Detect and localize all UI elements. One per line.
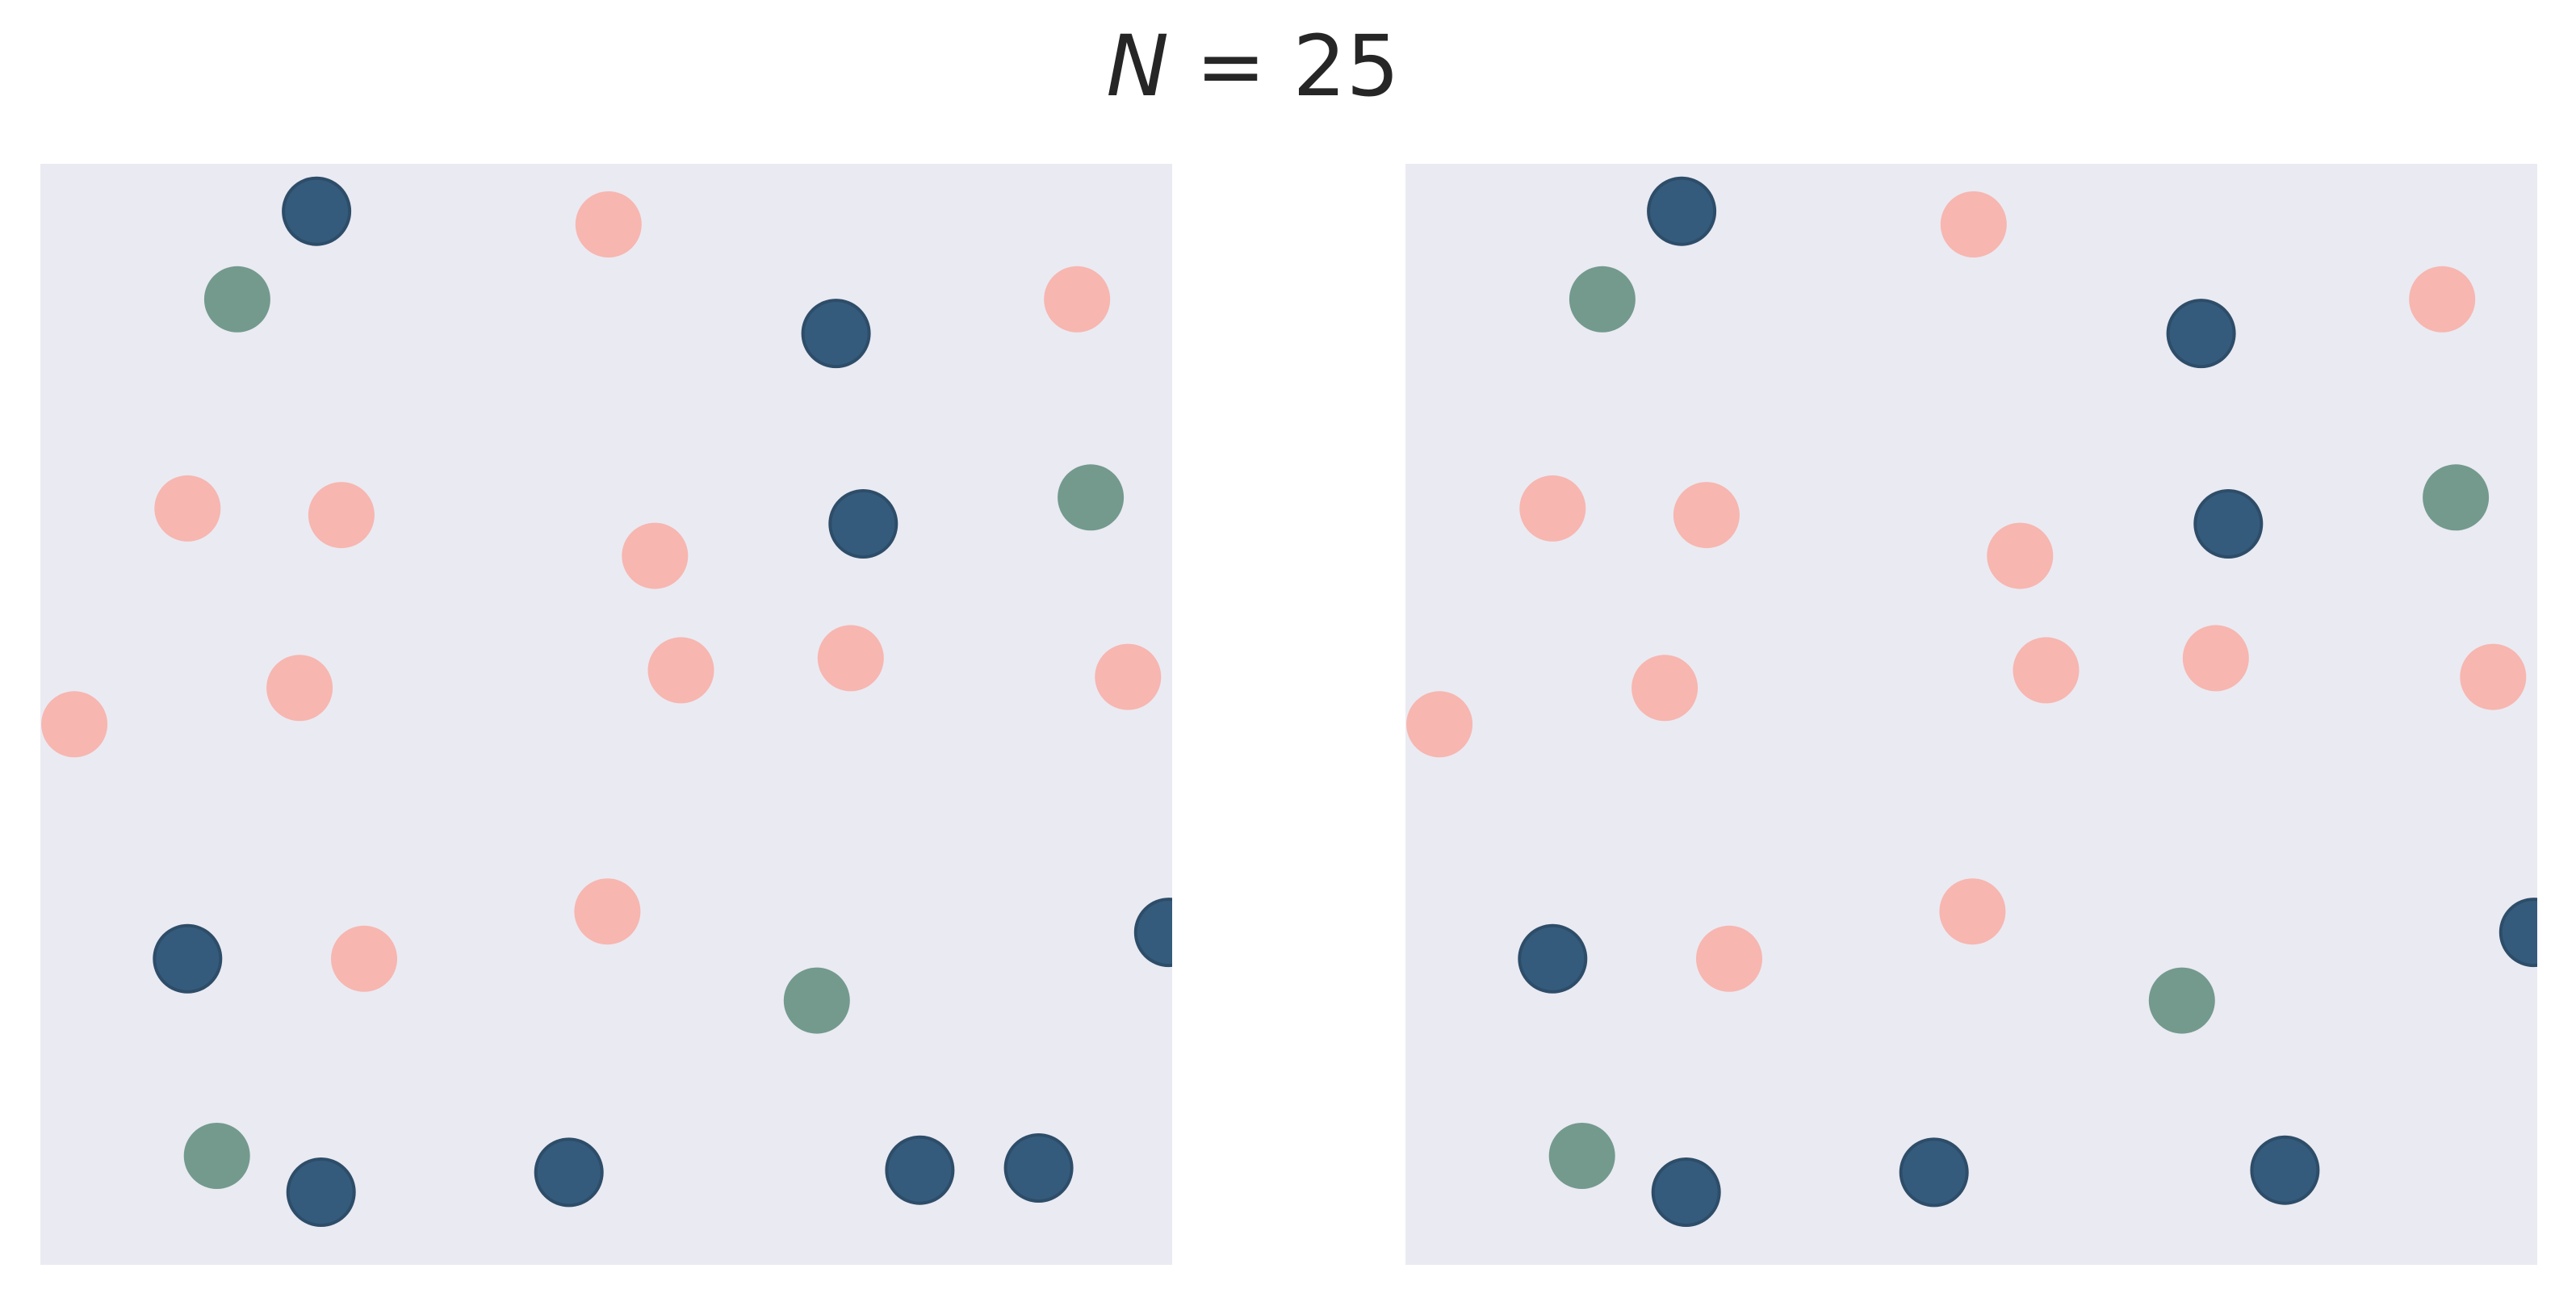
point-left-pink-2 <box>1044 266 1111 333</box>
point-left-pink-1 <box>575 191 642 257</box>
point-left-navy-1 <box>282 176 352 246</box>
point-right-pink-4 <box>1673 482 1740 549</box>
point-left-navy-5 <box>1133 898 1172 968</box>
panel-right-background <box>1405 164 2537 1265</box>
point-right-green-4 <box>1548 1123 1615 1189</box>
point-right-pink-12 <box>1696 925 1762 992</box>
point-left-pink-10 <box>41 691 108 758</box>
figure-title: N = 25 <box>1106 17 1399 115</box>
point-left-navy-3 <box>828 489 898 559</box>
point-left-pink-7 <box>647 637 714 704</box>
point-right-pink-9 <box>2460 643 2527 710</box>
point-right-pink-8 <box>2182 625 2249 692</box>
point-right-green-1 <box>1569 266 1636 333</box>
point-left-navy-9 <box>1003 1133 1074 1203</box>
panel-left-points <box>41 176 1172 1227</box>
point-right-pink-5 <box>1987 522 2054 589</box>
point-right-navy-3 <box>2193 489 2264 559</box>
point-right-navy-5 <box>2499 898 2537 968</box>
title-symbol: N <box>1106 17 1169 115</box>
point-left-pink-11 <box>574 878 641 945</box>
point-left-green-2 <box>1058 464 1125 531</box>
point-left-navy-6 <box>286 1157 356 1227</box>
point-right-pink-7 <box>2013 637 2080 704</box>
point-right-green-2 <box>2423 464 2490 531</box>
point-left-pink-4 <box>308 482 375 549</box>
point-right-pink-1 <box>1940 191 2007 257</box>
point-left-green-4 <box>183 1123 250 1189</box>
point-left-navy-7 <box>534 1137 604 1208</box>
point-left-pink-3 <box>154 475 221 542</box>
panel-right <box>1405 164 2537 1265</box>
point-left-navy-8 <box>885 1135 955 1205</box>
title-value: 25 <box>1292 17 1399 115</box>
point-right-pink-3 <box>1519 475 1586 542</box>
point-left-green-3 <box>783 967 850 1034</box>
point-left-pink-8 <box>817 625 884 692</box>
point-left-pink-9 <box>1095 643 1162 710</box>
title-operator: = <box>1169 17 1292 115</box>
point-left-pink-5 <box>622 522 689 589</box>
point-right-navy-1 <box>1647 176 1717 246</box>
panel-right-points <box>1406 176 2537 1227</box>
point-left-pink-6 <box>266 655 333 722</box>
panel-left-background <box>40 164 1172 1265</box>
point-right-navy-6 <box>1651 1157 1721 1227</box>
point-right-pink-6 <box>1631 655 1698 722</box>
point-right-pink-10 <box>1406 691 1473 758</box>
point-left-navy-2 <box>801 299 871 369</box>
point-right-navy-2 <box>2166 299 2236 369</box>
point-right-navy-4 <box>1518 923 1588 994</box>
point-right-green-3 <box>2148 967 2215 1034</box>
point-right-pink-2 <box>2409 266 2476 333</box>
point-right-pink-11 <box>1939 878 2006 945</box>
panel-left <box>40 164 1172 1265</box>
point-left-green-1 <box>203 266 270 333</box>
point-left-navy-4 <box>153 923 223 994</box>
point-left-pink-12 <box>331 925 397 992</box>
point-right-navy-8 <box>2250 1135 2320 1205</box>
point-right-navy-7 <box>1899 1137 1969 1208</box>
